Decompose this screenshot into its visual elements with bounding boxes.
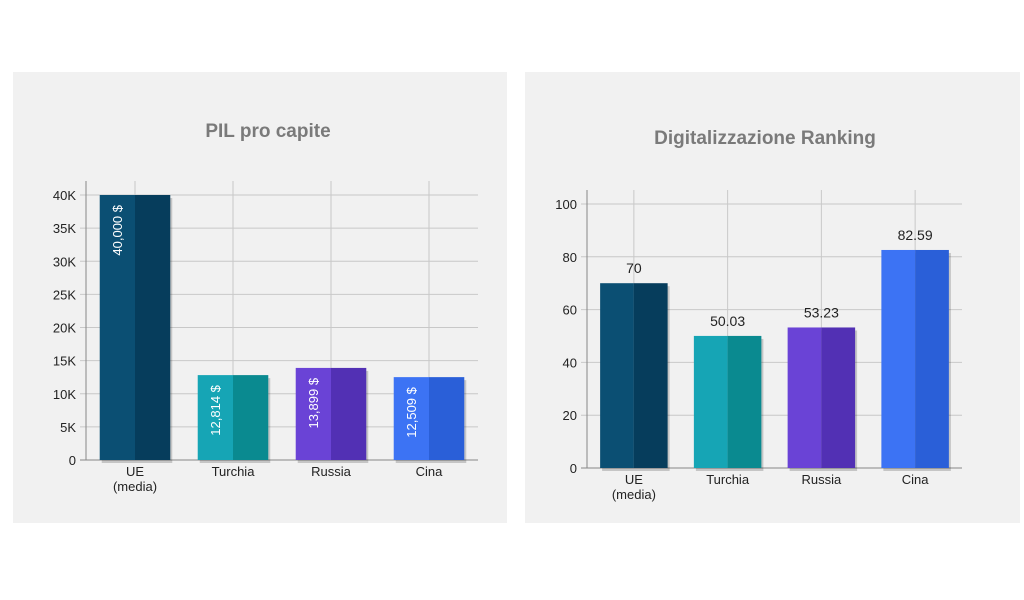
x-tick-label: Turchia [706, 472, 750, 487]
bar-shade [915, 249, 949, 468]
bar-shade [727, 335, 762, 468]
bar-shade [429, 377, 465, 460]
y-tick-label: 10K [53, 387, 76, 402]
data-label: 12,814 $ [208, 384, 223, 435]
x-tick-label: Russia [802, 472, 843, 487]
y-tick-label: 35K [53, 221, 76, 236]
bar-shade [135, 195, 171, 460]
bar [787, 327, 822, 468]
bar-shade [331, 367, 367, 460]
y-tick-label: 40K [53, 188, 76, 203]
x-tick-label: Cina [902, 472, 930, 487]
data-label: 53.23 [804, 304, 839, 320]
bar [693, 335, 728, 468]
x-tick-label: UE [126, 464, 144, 479]
chart-title: PIL pro capite [205, 121, 330, 142]
y-tick-label: 0 [570, 461, 577, 476]
data-label: 13,899 $ [306, 377, 321, 428]
y-tick-label: 80 [563, 250, 577, 265]
y-tick-label: 5K [60, 420, 76, 435]
bar-shade [633, 283, 668, 468]
y-tick-label: 25K [53, 287, 76, 302]
x-tick-label: Cina [416, 464, 444, 479]
y-tick-label: 60 [563, 303, 577, 318]
bar [881, 249, 916, 468]
chart-digitalizzazione-ranking: Digitalizzazione Ranking 0 20 40 60 80 100 70 U… [555, 128, 962, 502]
x-tick-label: (media) [113, 479, 157, 494]
data-label: 12,509 $ [404, 386, 419, 437]
bar-shade [233, 375, 269, 460]
bar [197, 375, 233, 460]
x-tick-label: (media) [612, 487, 656, 502]
chart-pil-pro-capite: PIL pro capite 0 5K 10K 15K 20K 25K 30K 35K 40K 4… [53, 121, 478, 494]
y-tick-label: 0 [69, 453, 76, 468]
chart-title: Digitalizzazione Ranking [654, 128, 876, 149]
bar [393, 377, 429, 460]
x-tick-label: Russia [311, 464, 352, 479]
bar [99, 195, 135, 460]
y-tick-label: 40 [563, 355, 577, 370]
bar-shade [821, 327, 856, 468]
bar [600, 283, 634, 468]
x-tick-label: Turchia [212, 464, 256, 479]
data-label: 40,000 $ [110, 204, 125, 255]
y-tick-label: 100 [555, 197, 577, 212]
y-tick-label: 30K [53, 254, 76, 269]
chart-panel-pil: PIL pro capite 0 5K 10K 15K 20K 25K 30K 35K 40K 4… [13, 72, 507, 523]
bar [295, 367, 331, 460]
data-label: 82.59 [898, 227, 933, 243]
chart-panel-digitalizzazione: Digitalizzazione Ranking 0 20 40 60 80 100 70 U… [525, 72, 1020, 523]
y-tick-label: 20 [563, 408, 577, 423]
x-tick-label: UE [625, 472, 643, 487]
y-tick-label: 20K [53, 321, 76, 336]
y-tick-label: 15K [53, 354, 76, 369]
data-label: 50.03 [710, 313, 745, 329]
data-label: 70 [626, 260, 642, 276]
